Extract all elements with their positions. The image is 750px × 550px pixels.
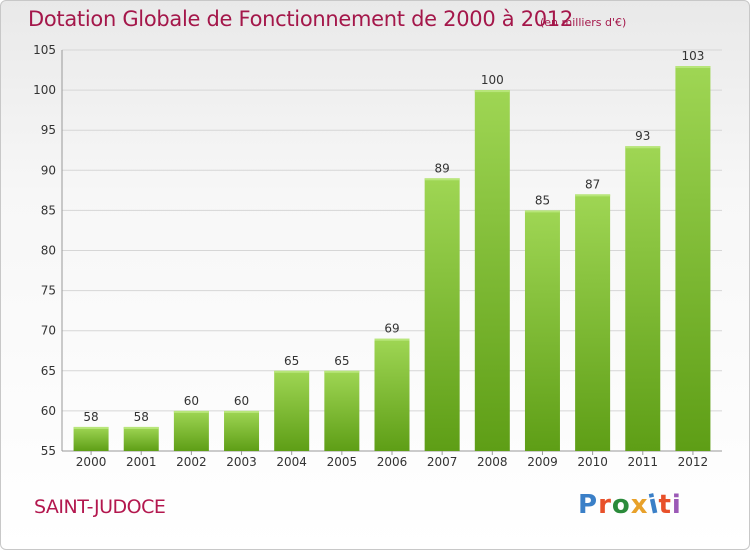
- y-tick-label: 60: [41, 404, 56, 418]
- bar-2007: [424, 178, 460, 451]
- commune-name: SAINT-JUDOCE: [34, 496, 166, 518]
- y-tick-label: 55: [41, 444, 56, 458]
- data-label-2009: 85: [535, 193, 550, 207]
- y-tick-label: 75: [41, 284, 56, 298]
- logo-letter: i: [671, 490, 682, 520]
- grid-layer: [62, 49, 722, 452]
- x-tick-label-2010: 2010: [577, 455, 608, 469]
- bar-2008: [474, 90, 510, 451]
- bar-2010: [575, 194, 611, 452]
- y-tick-label: 100: [33, 83, 56, 97]
- proxiti-logo: Proxiti: [578, 489, 682, 520]
- data-label-2008: 100: [481, 73, 504, 87]
- data-label-2000: 58: [83, 410, 98, 424]
- bar-2003: [224, 410, 260, 451]
- axis-layer: 55 60 65 70 75 80 85 90 95 100 105 2000 2001 2002 2003…: [33, 43, 722, 469]
- bar-2000: [73, 426, 109, 451]
- data-label-2001: 58: [134, 410, 149, 424]
- label-layer: 58 58 60 60 65 65 69 89 100 85 87 93 103: [83, 49, 704, 424]
- x-tick-label-2001: 2001: [126, 455, 157, 469]
- bar-2012: [675, 66, 711, 451]
- y-tick-label: 105: [33, 43, 56, 57]
- x-tick-label-2003: 2003: [226, 455, 257, 469]
- x-tick-label-2008: 2008: [477, 455, 508, 469]
- bar-2011: [625, 146, 661, 452]
- data-label-2002: 60: [184, 394, 199, 408]
- x-tick-label-2004: 2004: [276, 455, 307, 469]
- bar-highlight-2012: [675, 66, 711, 69]
- x-tick-label-2006: 2006: [377, 455, 408, 469]
- bar-highlight-2008: [474, 90, 510, 93]
- logo-letter: r: [598, 490, 612, 520]
- bar-highlight-2009: [524, 210, 560, 213]
- y-tick-label: 70: [41, 324, 56, 338]
- x-tick-label-2011: 2011: [627, 455, 658, 469]
- bar-highlight-2005: [324, 370, 360, 373]
- chart-title: Dotation Globale de Fonctionnement de 20…: [28, 7, 573, 31]
- y-tick-label: 80: [41, 244, 56, 258]
- x-tick-label-2009: 2009: [527, 455, 558, 469]
- bar-highlight-2006: [374, 338, 410, 341]
- bar-2009: [524, 210, 560, 451]
- logo-letter: P: [578, 490, 599, 520]
- bar-layer: [73, 66, 711, 452]
- bar-highlight-2011: [625, 146, 661, 149]
- bar-highlight-2002: [173, 410, 209, 413]
- bar-2006: [374, 338, 410, 451]
- bar-highlight-2004: [274, 370, 310, 373]
- bar-2005: [324, 370, 360, 451]
- bar-2002: [173, 410, 209, 451]
- data-label-2012: 103: [681, 49, 704, 63]
- y-tick-label: 95: [41, 123, 56, 137]
- data-label-2007: 89: [435, 161, 450, 175]
- x-tick-label-2012: 2012: [678, 455, 709, 469]
- x-tick-label-2007: 2007: [427, 455, 458, 469]
- y-tick-label: 85: [41, 203, 56, 217]
- x-tick-label-2005: 2005: [327, 455, 358, 469]
- data-label-2011: 93: [635, 129, 650, 143]
- data-label-2005: 65: [334, 354, 349, 368]
- bar-highlight-2003: [224, 410, 260, 413]
- bar-highlight-2001: [123, 426, 159, 429]
- y-tick-label: 65: [41, 364, 56, 378]
- logo-letter: x: [630, 490, 649, 520]
- data-label-2004: 65: [284, 354, 299, 368]
- y-tick-label: 90: [41, 163, 56, 177]
- bar-2001: [123, 426, 159, 451]
- chart-unit: (en milliers d'€): [540, 16, 627, 29]
- x-tick-label-2000: 2000: [76, 455, 107, 469]
- x-tick-label-2002: 2002: [176, 455, 207, 469]
- bar-2004: [274, 370, 310, 451]
- bar-highlight-2010: [575, 194, 611, 197]
- logo-letter: o: [611, 490, 631, 520]
- bar-highlight-2007: [424, 178, 460, 181]
- data-label-2003: 60: [234, 394, 249, 408]
- data-label-2006: 69: [384, 322, 399, 336]
- data-label-2010: 87: [585, 177, 600, 191]
- logo-letter: t: [658, 490, 672, 520]
- bar-highlight-2000: [73, 426, 109, 429]
